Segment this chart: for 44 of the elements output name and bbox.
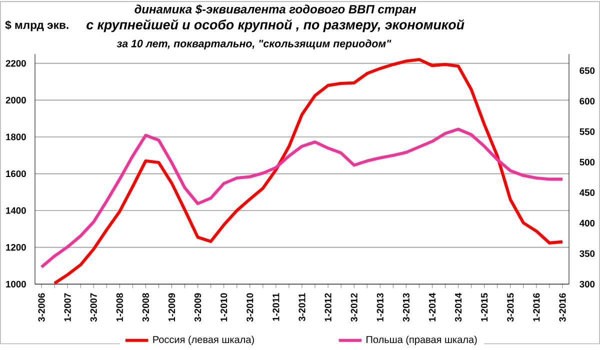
x-tick-label: 1-2007 xyxy=(64,293,71,322)
y2-tick-label: 650 xyxy=(580,67,595,74)
y-axis-title: $ млрд экв. xyxy=(5,20,68,32)
x-tick-label: 1-2015 xyxy=(481,292,488,322)
y2-tick-label: 350 xyxy=(580,250,595,257)
chart-title: динамика $-эквивалента годового ВВП стран xyxy=(134,4,416,16)
x-tick-label: 3-2007 xyxy=(90,293,97,322)
x-tick-label: 3-2010 xyxy=(246,293,254,322)
x-tick-label: 3-2008 xyxy=(142,293,150,322)
x-tick-label: 1-2013 xyxy=(376,293,384,322)
y-tick-label: 2000 xyxy=(6,96,26,104)
x-tick-label: 3-2014 xyxy=(454,292,462,322)
y2-tick-label: 600 xyxy=(580,98,595,104)
y-tick-label: 1200 xyxy=(6,244,26,250)
x-tick-label: 1-2008 xyxy=(116,293,123,322)
y2-tick-label: 450 xyxy=(580,189,595,196)
x-tick-label: 1-2012 xyxy=(324,293,332,322)
text: за 10 лет, поквартально, "скользящим периодом" xyxy=(116,39,392,50)
y2-tick-label: 300 xyxy=(580,280,595,288)
y2-tick-label: 550 xyxy=(580,128,595,135)
x-tick-label: 3-2011 xyxy=(298,292,306,322)
y2-tick-label: 400 xyxy=(580,220,595,226)
y-tick-label: 1600 xyxy=(6,170,26,177)
x-tick-label: 1-2009 xyxy=(168,293,176,322)
y2-tick-label: 500 xyxy=(580,158,595,166)
line-series xyxy=(53,58,564,284)
y-tick-label: 1000 xyxy=(6,280,26,288)
x-tick-label: 3-2009 xyxy=(194,293,202,322)
legend-label: Россия (левая шкала) xyxy=(153,336,254,345)
x-tick-label: 1-2016 xyxy=(533,293,540,322)
legend-label: Польша (правая шкала) xyxy=(366,336,477,345)
x-tick-label: 3-2012 xyxy=(350,293,358,322)
x-tick-label: 1-2010 xyxy=(220,293,228,322)
y-tick-label: 1800 xyxy=(6,134,26,140)
x-tick-label: 1-2011 xyxy=(272,292,280,321)
y-tick-label: 2200 xyxy=(6,60,26,66)
line-series xyxy=(40,127,564,268)
x-tick-label: 1-2014 xyxy=(428,292,436,322)
x-tick-label: 3-2016 xyxy=(559,293,566,322)
y-tick-label: 1400 xyxy=(6,207,26,214)
chart-subtitle: с крупнейшей и особо крупной , по размеру, экономикой xyxy=(86,19,464,32)
x-tick-label: 3-2013 xyxy=(402,293,410,322)
x-tick-label: 3-2006 xyxy=(38,293,45,322)
x-tick-label: 3-2015 xyxy=(507,292,514,322)
